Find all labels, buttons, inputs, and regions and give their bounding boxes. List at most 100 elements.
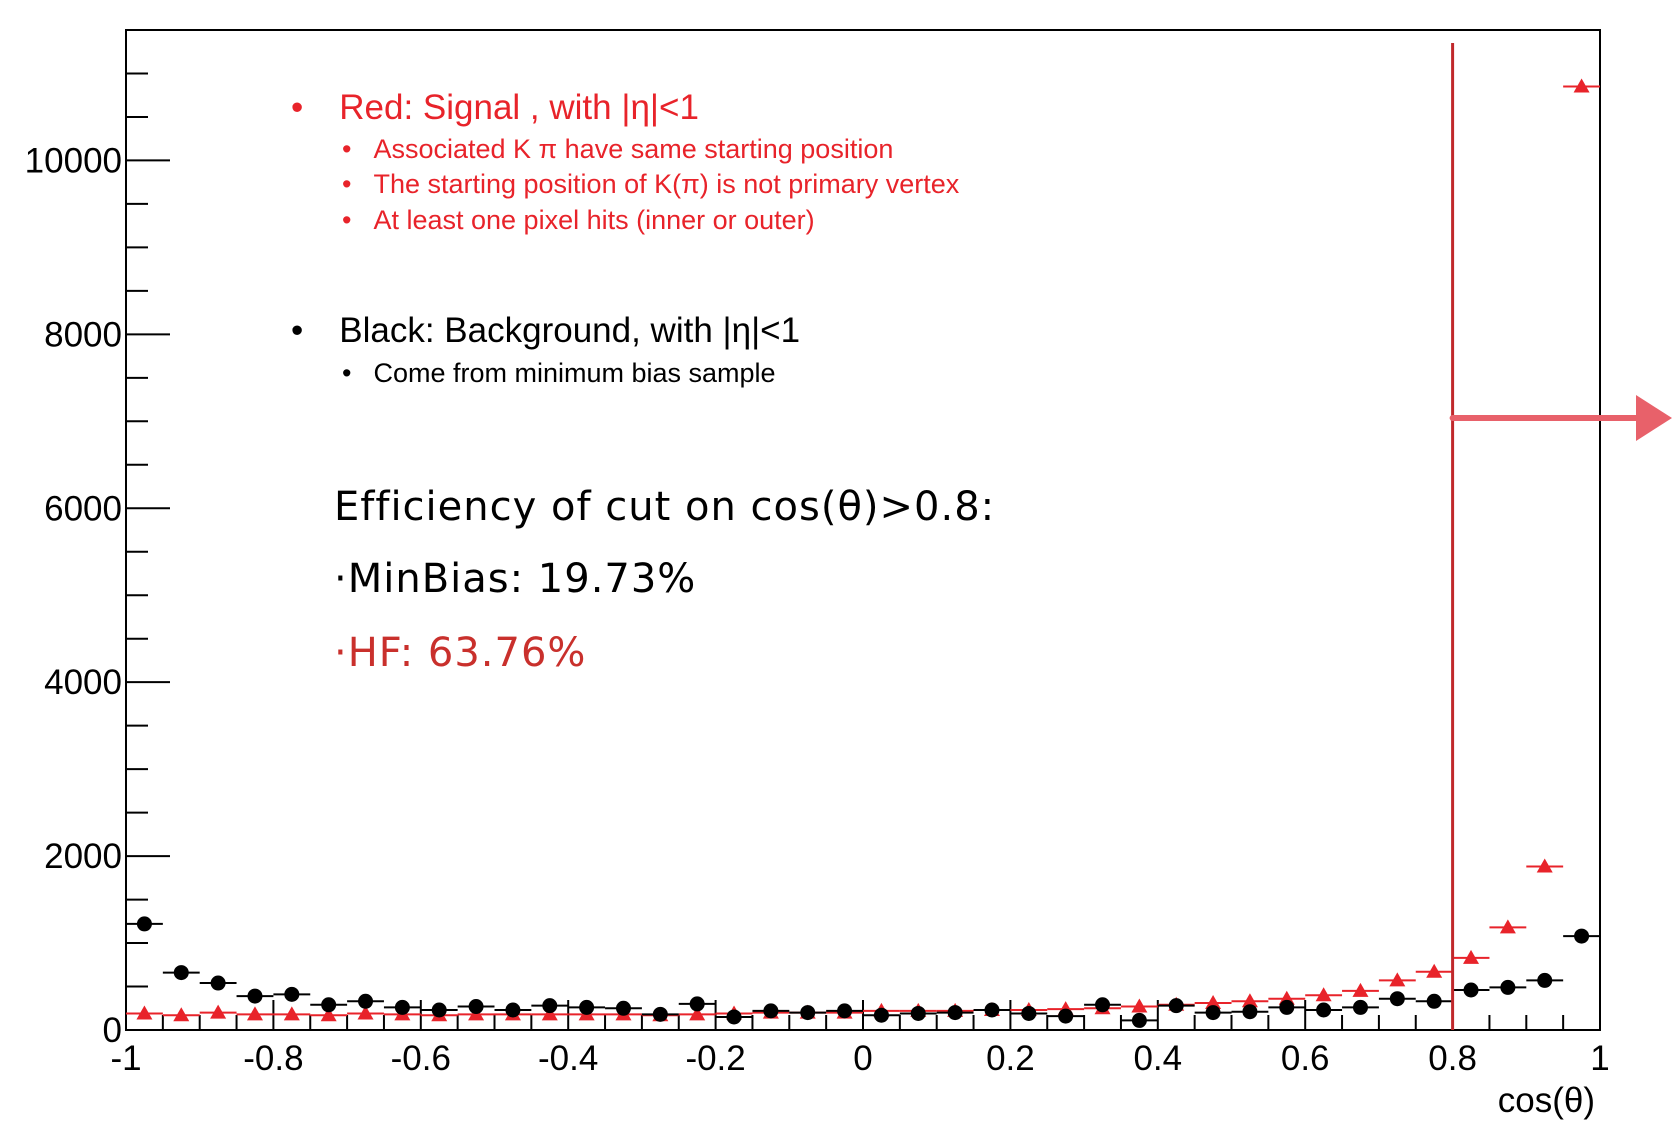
- background-point: [1021, 1005, 1037, 1021]
- background-point: [284, 986, 300, 1002]
- legend-red-item-text: Associated K π have same starting positi…: [373, 134, 894, 164]
- y-tick-label: 2000: [44, 837, 122, 876]
- x-tick-label: 0.2: [986, 1039, 1035, 1078]
- legend-red-title-text: Red: Signal , with |η|<1: [339, 88, 699, 127]
- x-tick-label: -1: [110, 1039, 141, 1078]
- background-point: [505, 1002, 521, 1018]
- cut-arrow-icon: [1449, 395, 1672, 441]
- signal-point: [246, 1006, 263, 1021]
- x-tick-label: -0.6: [391, 1039, 451, 1078]
- background-series: [126, 916, 1600, 1028]
- x-tick-label: 1: [1590, 1039, 1609, 1078]
- background-point: [431, 1002, 447, 1018]
- signal-point: [173, 1007, 190, 1022]
- background-point: [321, 997, 337, 1013]
- background-point: [726, 1009, 742, 1025]
- y-tick-label: 0: [103, 1011, 122, 1050]
- x-tick-label: -0.8: [243, 1039, 303, 1078]
- background-point: [210, 975, 226, 991]
- arrow-head: [1636, 395, 1672, 441]
- legend-black-item: • Come from minimum bias sample: [342, 358, 776, 389]
- background-point: [947, 1005, 963, 1021]
- data-series: [126, 78, 1600, 1028]
- background-point: [1131, 1012, 1147, 1028]
- background-point: [837, 1003, 853, 1019]
- signal-point: [1426, 963, 1443, 978]
- signal-point: [1389, 972, 1406, 987]
- background-point: [579, 999, 595, 1015]
- background-point: [689, 996, 705, 1012]
- legend-black-item-text: Come from minimum bias sample: [373, 358, 776, 388]
- legend-red-item-text: At least one pixel hits (inner or outer): [373, 205, 815, 235]
- background-point: [247, 988, 263, 1004]
- efficiency-minbias: ·MinBias: 19.73%: [334, 556, 697, 602]
- background-point: [873, 1007, 889, 1023]
- background-point: [1316, 1002, 1332, 1018]
- x-tick-label: 0.6: [1281, 1039, 1330, 1078]
- background-point: [1426, 993, 1442, 1009]
- legend-black-title-text: Black: Background, with |η|<1: [339, 311, 801, 350]
- legend-red-item: • Associated K π have same starting posit…: [342, 134, 893, 165]
- signal-point: [1315, 987, 1332, 1002]
- background-point: [1095, 997, 1111, 1013]
- efficiency-hf: ·HF: 63.76%: [334, 630, 587, 676]
- signal-point: [1352, 982, 1369, 997]
- x-axis: -1 -0.8 -0.6 -0.4 -0.2 0 0.2 0.4 0.6 0.8 1: [110, 1000, 1610, 1078]
- x-axis-label: cos(θ): [1498, 1081, 1595, 1120]
- y-tick-label: 8000: [44, 315, 122, 354]
- legend-red-item-text: The starting position of K(π) is not pri…: [373, 169, 960, 199]
- signal-point: [1241, 993, 1258, 1008]
- y-tick-label: 4000: [44, 663, 122, 702]
- background-point: [542, 998, 558, 1014]
- signal-point: [357, 1005, 374, 1020]
- background-point: [358, 993, 374, 1009]
- bullet-icon: •: [342, 358, 352, 388]
- bullet-icon: •: [342, 169, 352, 199]
- x-tick-label: 0.8: [1428, 1039, 1477, 1078]
- y-axis: 0 2000 4000 6000 8000 10000: [25, 72, 170, 1050]
- legend-black-title: • Black: Background, with |η|<1: [291, 311, 800, 351]
- background-point: [1242, 1004, 1258, 1020]
- background-point: [910, 1005, 926, 1021]
- signal-point: [210, 1004, 227, 1019]
- background-point: [173, 965, 189, 981]
- x-tick-label: 0.4: [1133, 1039, 1182, 1078]
- legend-red-item: • At least one pixel hits (inner or outer…: [342, 205, 815, 236]
- signal-point: [1499, 919, 1516, 934]
- x-tick-label: -0.4: [538, 1039, 598, 1078]
- background-point: [1279, 999, 1295, 1015]
- signal-point: [1536, 858, 1553, 873]
- background-point: [1058, 1008, 1074, 1024]
- x-tick-label: 0: [853, 1039, 872, 1078]
- signal-point: [541, 1006, 558, 1021]
- background-point: [1352, 999, 1368, 1015]
- signal-point: [1205, 995, 1222, 1010]
- x-tick-label: -0.2: [685, 1039, 745, 1078]
- bullet-icon: •: [291, 311, 304, 350]
- bullet-icon: •: [342, 205, 352, 235]
- signal-point: [1463, 949, 1480, 964]
- background-point: [1168, 998, 1184, 1014]
- bullet-icon: •: [291, 88, 304, 127]
- background-point: [1205, 1005, 1221, 1021]
- background-point: [652, 1006, 668, 1022]
- background-point: [800, 1005, 816, 1021]
- signal-point: [1573, 78, 1590, 93]
- background-point: [1537, 972, 1553, 988]
- background-point: [1463, 982, 1479, 998]
- background-point: [394, 999, 410, 1015]
- background-point: [1574, 928, 1590, 944]
- signal-point: [283, 1006, 300, 1021]
- background-point: [1500, 979, 1516, 995]
- background-point: [136, 916, 152, 932]
- signal-point: [136, 1005, 153, 1020]
- efficiency-heading: Efficiency of cut on cos(θ)>0.8:: [334, 484, 996, 530]
- background-point: [984, 1002, 1000, 1018]
- y-tick-label: 10000: [25, 141, 122, 180]
- background-point: [763, 1003, 779, 1019]
- signal-point: [1131, 998, 1148, 1013]
- background-point: [1389, 991, 1405, 1007]
- background-point: [615, 1000, 631, 1016]
- bullet-icon: •: [342, 134, 352, 164]
